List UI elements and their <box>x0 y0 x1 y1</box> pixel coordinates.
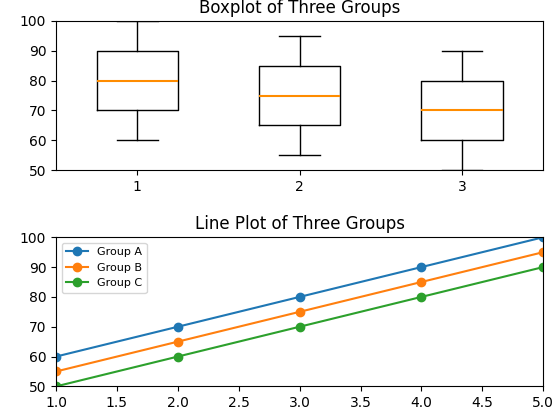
Line: Group A: Group A <box>52 233 547 361</box>
Group C <box>418 294 424 299</box>
Title: Boxplot of Three Groups: Boxplot of Three Groups <box>199 0 400 17</box>
Group C <box>174 354 181 359</box>
Title: Line Plot of Three Groups: Line Plot of Three Groups <box>194 215 404 233</box>
Line: Group B: Group B <box>52 248 547 375</box>
Group C <box>53 384 59 389</box>
Group B <box>174 339 181 344</box>
Group A <box>296 294 303 299</box>
Line: Group C: Group C <box>52 263 547 391</box>
Group A <box>174 324 181 329</box>
Group C <box>296 324 303 329</box>
Group A <box>418 265 424 270</box>
Group B <box>53 369 59 374</box>
Group A <box>53 354 59 359</box>
Group C <box>540 265 547 270</box>
Group B <box>296 309 303 314</box>
Group B <box>418 279 424 284</box>
Group B <box>540 249 547 255</box>
Group A <box>540 235 547 240</box>
Legend: Group A, Group B, Group C: Group A, Group B, Group C <box>62 243 147 293</box>
